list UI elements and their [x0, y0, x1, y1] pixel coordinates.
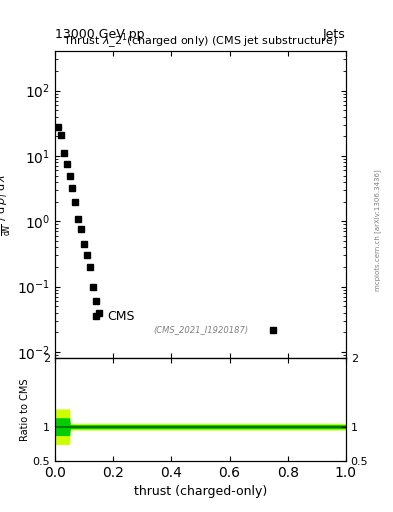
Title: Thrust $\lambda\_2^1$(charged only) (CMS jet substructure): Thrust $\lambda\_2^1$(charged only) (CMS… — [63, 32, 338, 51]
Text: 13000 GeV pp: 13000 GeV pp — [55, 28, 145, 41]
X-axis label: thrust (charged-only): thrust (charged-only) — [134, 485, 267, 498]
Y-axis label: Ratio to CMS: Ratio to CMS — [20, 378, 30, 441]
Text: mcplots.cern.ch [arXiv:1306.3436]: mcplots.cern.ch [arXiv:1306.3436] — [374, 169, 381, 291]
Text: CMS: CMS — [107, 310, 135, 323]
Text: (CMS_2021_I1920187): (CMS_2021_I1920187) — [153, 325, 248, 334]
Y-axis label: $\frac{1}{\mathrm{d}N}$ / $\mathrm{d}\,p_T\,\mathrm{d}\,\lambda$: $\frac{1}{\mathrm{d}N}$ / $\mathrm{d}\,p… — [0, 174, 14, 236]
Text: Jets: Jets — [323, 28, 346, 41]
